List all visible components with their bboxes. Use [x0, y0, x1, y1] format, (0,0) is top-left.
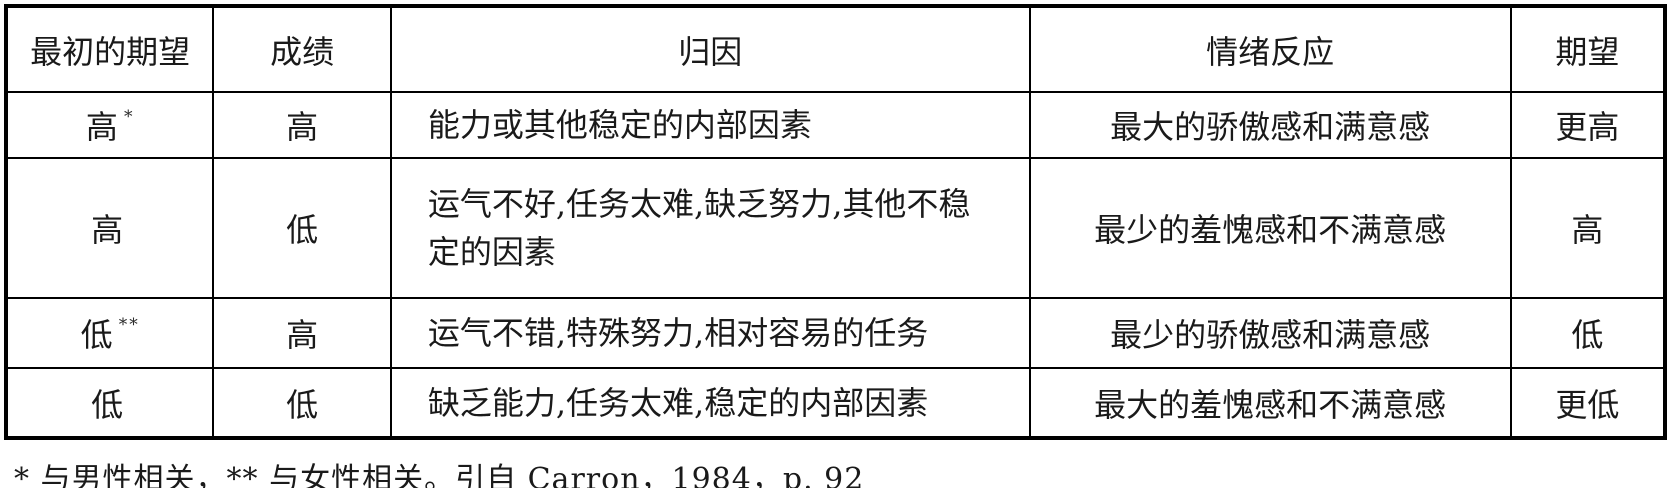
cell-emotional-reaction: 最少的羞愧感和不满意感 [1028, 157, 1512, 299]
cell-performance: 高 [212, 91, 392, 159]
cell-attribution: 缺乏能力,任务太难,稳定的内部因素 [389, 367, 1031, 439]
cell-initial-expectation: 低 [4, 367, 215, 439]
header-performance: 成绩 [212, 5, 392, 93]
cell-expectation: 高 [1509, 157, 1667, 299]
initial-expectation-value: 高 [85, 108, 118, 146]
initial-expectation-value: 低 [91, 385, 124, 424]
cell-initial-expectation: 高 * [4, 91, 215, 159]
cell-attribution: 运气不好,任务太难,缺乏努力,其他不稳定的因素 [389, 157, 1031, 299]
initial-expectation-value: 高 [91, 211, 124, 249]
table-row: 低 低 缺乏能力,任务太难,稳定的内部因素 最大的羞愧感和不满意感 更低 [4, 367, 1667, 439]
header-expectation: 期望 [1509, 5, 1667, 93]
cell-expectation: 低 [1509, 297, 1667, 369]
cell-performance: 低 [212, 367, 392, 439]
header-row: 最初的期望 成绩 归因 情绪反应 期望 [4, 5, 1667, 93]
cell-initial-expectation: 高 [4, 157, 215, 299]
cell-attribution: 运气不错,特殊努力,相对容易的任务 [389, 297, 1031, 369]
header-emotional-reaction: 情绪反应 [1028, 5, 1512, 93]
table-row: 高 * 高 能力或其他稳定的内部因素 最大的骄傲感和满意感 更高 [4, 91, 1667, 159]
cell-emotional-reaction: 最少的骄傲感和满意感 [1028, 297, 1512, 369]
cell-emotional-reaction: 最大的骄傲感和满意感 [1028, 91, 1512, 159]
table-row: 低 ** 高 运气不错,特殊努力,相对容易的任务 最少的骄傲感和满意感 低 [4, 297, 1667, 369]
cell-expectation: 更高 [1509, 91, 1667, 159]
cell-expectation: 更低 [1509, 367, 1667, 439]
cell-initial-expectation: 低 ** [4, 297, 215, 369]
cell-performance: 低 [212, 157, 392, 299]
attribution-table: 最初的期望 成绩 归因 情绪反应 期望 高 * 高 能力或其他稳定的内部因素 最大… [4, 4, 1667, 440]
header-initial-expectation: 最初的期望 [4, 5, 215, 93]
footnote: * 与男性相关，** 与女性相关。引自 Carron，1984，p. 92 [14, 462, 865, 488]
table-row: 高 低 运气不好,任务太难,缺乏努力,其他不稳定的因素 最少的羞愧感和不满意感 … [4, 157, 1667, 299]
cell-performance: 高 [212, 297, 392, 369]
asterisk-marker: ** [118, 315, 140, 335]
asterisk-marker: * [123, 107, 135, 127]
header-attribution: 归因 [389, 5, 1031, 93]
initial-expectation-value: 低 [80, 316, 113, 354]
cell-emotional-reaction: 最大的羞愧感和不满意感 [1028, 367, 1512, 439]
cell-attribution: 能力或其他稳定的内部因素 [389, 91, 1031, 159]
